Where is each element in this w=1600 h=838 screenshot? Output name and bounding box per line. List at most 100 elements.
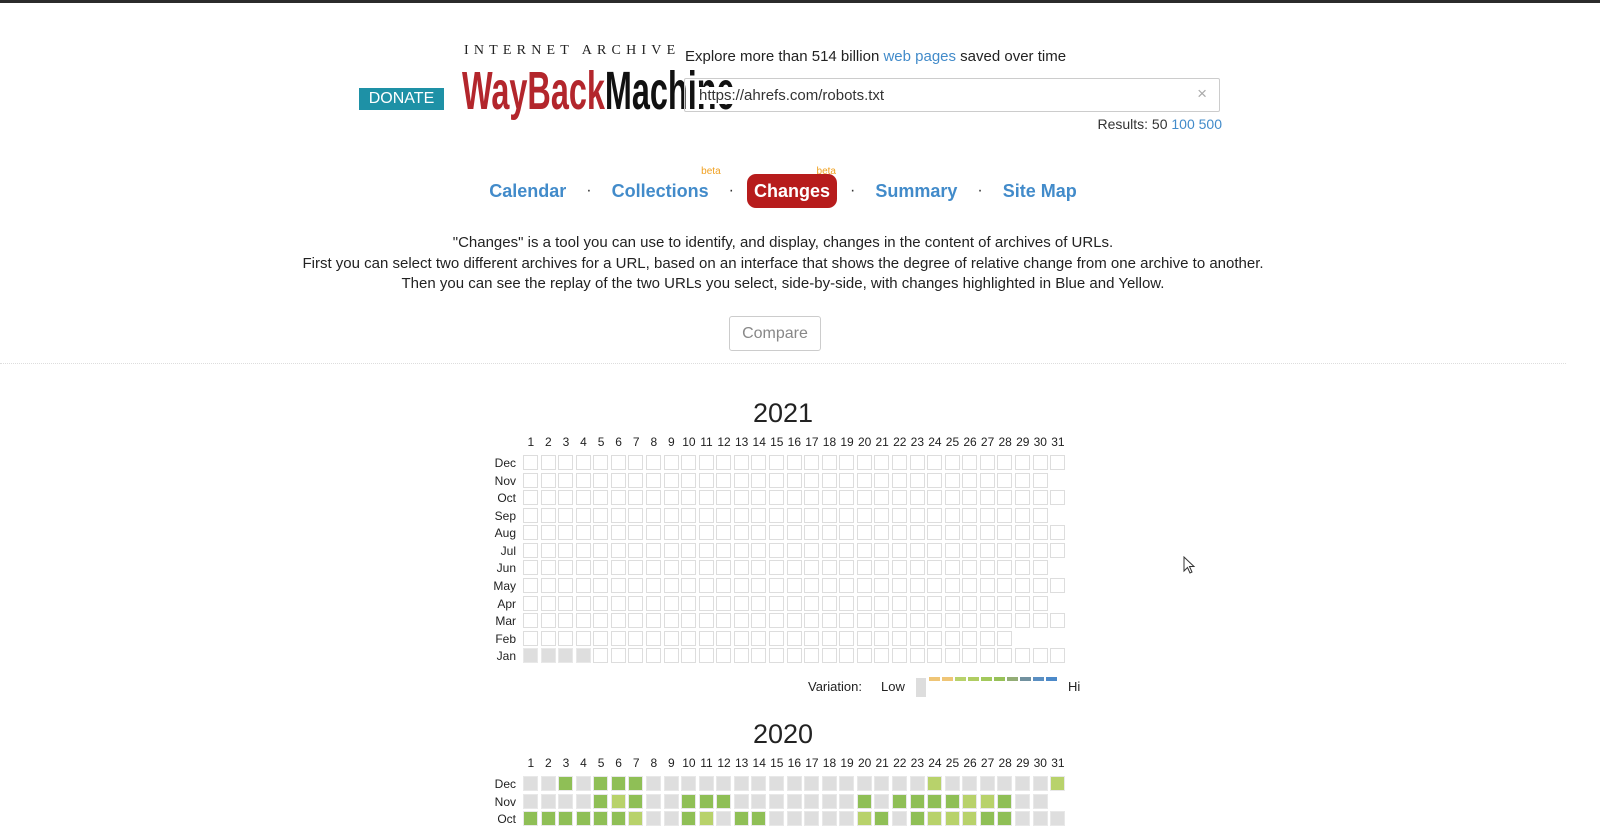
day-cell[interactable] (786, 776, 802, 791)
day-cell[interactable] (979, 776, 995, 791)
day-cell[interactable] (768, 776, 784, 791)
day-cell[interactable] (733, 811, 749, 827)
wayback-machine-logo[interactable]: INTERNET ARCHIVE WayBackMachine (462, 44, 735, 124)
day-cell[interactable] (610, 776, 626, 791)
day-cell[interactable] (1032, 793, 1048, 809)
clear-icon[interactable]: × (1197, 84, 1207, 103)
day-cell[interactable] (698, 776, 714, 791)
day-cell[interactable] (927, 811, 943, 827)
day-cell[interactable] (733, 776, 749, 791)
day-cell[interactable] (575, 793, 591, 809)
day-cell[interactable] (997, 776, 1013, 791)
tab-summary[interactable]: Summary (868, 174, 964, 208)
day-cell[interactable] (891, 793, 907, 809)
day-cell[interactable] (1014, 793, 1030, 809)
day-cell[interactable] (804, 793, 820, 809)
day-cell[interactable] (1032, 811, 1048, 827)
tab-collections[interactable]: Collections beta (605, 167, 721, 208)
day-cell[interactable] (698, 811, 714, 827)
day-cell[interactable] (558, 793, 574, 809)
compare-button[interactable]: Compare (729, 316, 821, 351)
day-cell[interactable] (628, 793, 644, 809)
url-search-input[interactable] (699, 87, 1179, 104)
day-cell[interactable] (610, 793, 626, 809)
day-cell[interactable] (663, 793, 679, 809)
day-cell[interactable] (628, 811, 644, 827)
day-cell[interactable] (927, 793, 943, 809)
day-cell[interactable] (610, 811, 626, 827)
web-pages-link[interactable]: web pages (883, 48, 957, 65)
day-cell[interactable] (663, 811, 679, 827)
day-cell[interactable] (681, 811, 697, 827)
day-cell[interactable] (891, 811, 907, 827)
day-cell[interactable] (979, 793, 995, 809)
day-cell[interactable] (891, 776, 907, 791)
day-cell[interactable] (558, 776, 574, 791)
day-cell[interactable] (523, 811, 538, 827)
day-cell[interactable] (751, 776, 767, 791)
day-cell[interactable] (944, 776, 960, 791)
day-cell[interactable] (997, 811, 1013, 827)
day-cell[interactable] (645, 793, 661, 809)
day-cell[interactable] (874, 811, 890, 827)
day-cell[interactable] (909, 793, 925, 809)
day-cell[interactable] (856, 811, 872, 827)
results-100-link[interactable]: 100 (1171, 116, 1195, 132)
day-cell[interactable] (575, 776, 591, 791)
day-cell[interactable] (716, 811, 732, 827)
day-cell[interactable] (979, 811, 995, 827)
day-cell[interactable] (839, 811, 855, 827)
day-cell[interactable] (909, 811, 925, 827)
day-cell[interactable] (1050, 776, 1066, 791)
day-cell[interactable] (523, 648, 538, 664)
day-cell[interactable] (1014, 811, 1030, 827)
tab-site-map[interactable]: Site Map (996, 174, 1084, 208)
day-cell[interactable] (593, 776, 609, 791)
results-500-link[interactable]: 500 (1198, 116, 1222, 132)
day-cell[interactable] (962, 811, 978, 827)
day-cell[interactable] (681, 793, 697, 809)
day-cell[interactable] (681, 776, 697, 791)
day-cell[interactable] (821, 776, 837, 791)
day-cell[interactable] (944, 793, 960, 809)
day-cell[interactable] (558, 648, 574, 664)
day-cell[interactable] (944, 811, 960, 827)
day-cell[interactable] (768, 811, 784, 827)
day-cell[interactable] (821, 811, 837, 827)
day-cell[interactable] (523, 776, 538, 791)
day-cell[interactable] (716, 793, 732, 809)
day-cell[interactable] (839, 793, 855, 809)
day-cell[interactable] (593, 811, 609, 827)
tab-calendar[interactable]: Calendar (482, 174, 573, 208)
day-cell[interactable] (856, 793, 872, 809)
day-cell[interactable] (927, 776, 943, 791)
day-cell[interactable] (540, 648, 556, 664)
donate-button[interactable]: DONATE (359, 88, 444, 110)
day-cell[interactable] (1032, 776, 1048, 791)
day-cell[interactable] (523, 793, 538, 809)
day-cell[interactable] (733, 793, 749, 809)
day-cell[interactable] (839, 776, 855, 791)
day-cell[interactable] (821, 793, 837, 809)
day-cell[interactable] (1050, 811, 1066, 827)
day-cell[interactable] (804, 811, 820, 827)
day-cell[interactable] (786, 811, 802, 827)
day-cell[interactable] (1014, 776, 1030, 791)
day-cell[interactable] (558, 811, 574, 827)
day-cell[interactable] (962, 776, 978, 791)
day-cell[interactable] (645, 811, 661, 827)
day-cell[interactable] (663, 776, 679, 791)
day-cell[interactable] (909, 776, 925, 791)
day-cell[interactable] (540, 793, 556, 809)
day-cell[interactable] (786, 793, 802, 809)
day-cell[interactable] (856, 776, 872, 791)
day-cell[interactable] (540, 811, 556, 827)
day-cell[interactable] (874, 776, 890, 791)
day-cell[interactable] (874, 793, 890, 809)
day-cell[interactable] (804, 776, 820, 791)
day-cell[interactable] (575, 811, 591, 827)
day-cell[interactable] (540, 776, 556, 791)
day-cell[interactable] (645, 776, 661, 791)
day-cell[interactable] (751, 811, 767, 827)
day-cell[interactable] (997, 793, 1013, 809)
